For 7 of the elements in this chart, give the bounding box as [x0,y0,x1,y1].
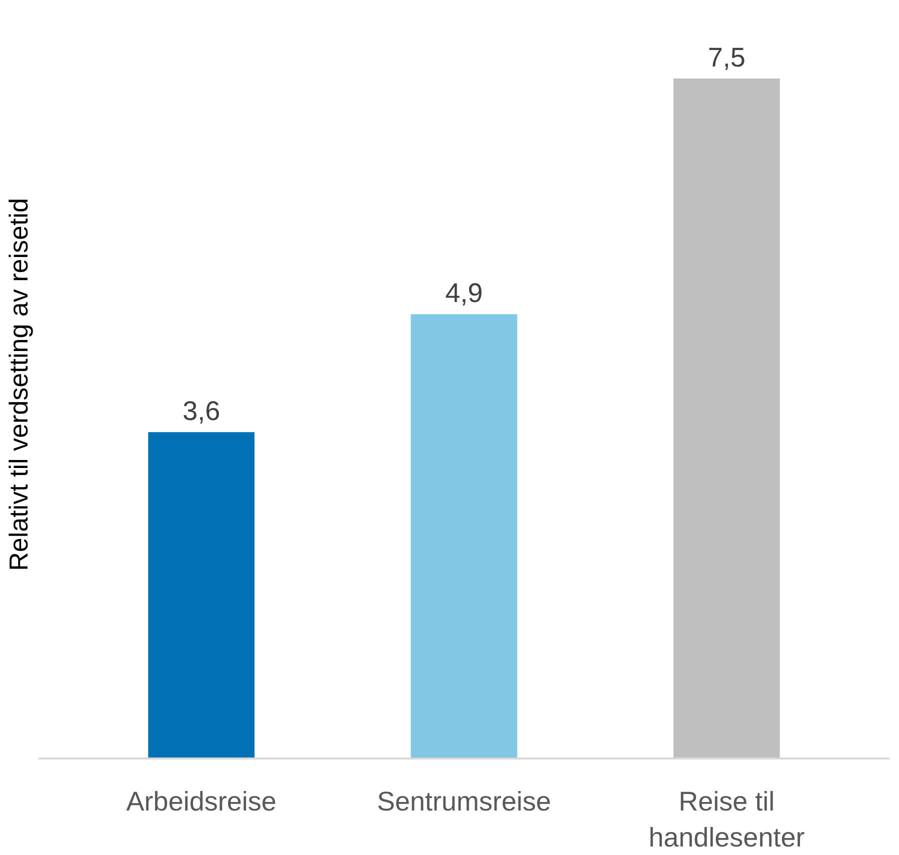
y-axis-title: Relativt til verdsetting av reisetid [4,198,34,571]
data-label: 3,6 [182,396,220,426]
data-label: 4,9 [445,278,483,308]
data-label: 7,5 [708,42,746,72]
x-tick-label: Reise til handlesenter [648,786,805,852]
x-tick-label: Sentrumsreise [376,786,552,816]
x-tick-label: Arbeidsreise [126,786,276,816]
